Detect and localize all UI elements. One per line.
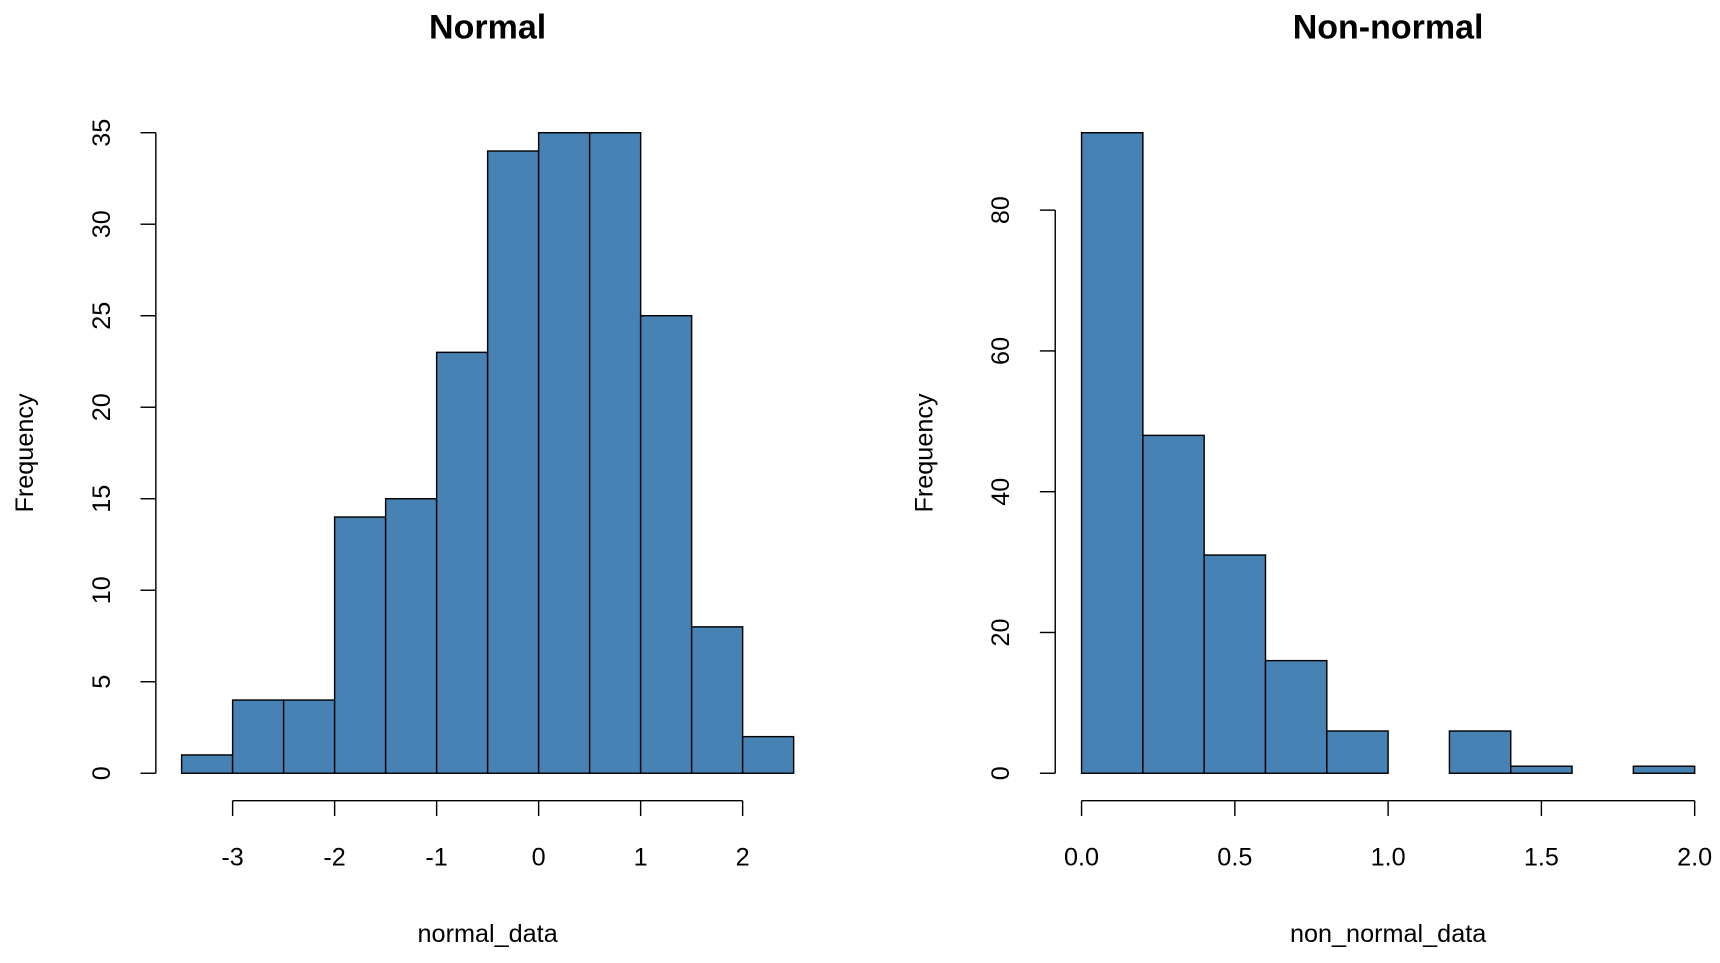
- y-axis-title: Frequency: [11, 393, 39, 513]
- y-axis-title: Frequency: [910, 393, 938, 513]
- histogram-bar: [639, 315, 693, 774]
- histogram-bar: [1142, 434, 1205, 774]
- histogram-bar: [1326, 730, 1389, 774]
- y-tick-label: 80: [987, 196, 1015, 224]
- y-tick-label: 25: [88, 302, 116, 330]
- y-tick-label: 0: [88, 766, 116, 780]
- x-tick-label: 1.5: [1524, 843, 1559, 871]
- histogram-bar: [486, 150, 540, 774]
- chart-title: Normal: [429, 9, 546, 47]
- x-axis-title: normal_data: [418, 920, 559, 948]
- x-tick-label: 2: [736, 843, 750, 871]
- x-tick-label: 1: [634, 843, 648, 871]
- histogram-bar: [588, 132, 642, 774]
- histogram-bar: [741, 735, 795, 774]
- y-tick-label: 20: [88, 393, 116, 421]
- histogram-bar: [180, 754, 234, 774]
- x-tick-label: -2: [323, 843, 345, 871]
- histogram-bar: [1632, 765, 1696, 774]
- chart-title: Non-normal: [1293, 9, 1484, 47]
- histogram-bar: [282, 699, 336, 774]
- y-tick-label: 30: [88, 210, 116, 238]
- y-tick-label: 35: [88, 119, 116, 147]
- histogram-bar: [1080, 132, 1144, 774]
- y-tick-label: 15: [88, 485, 116, 513]
- histogram-bar: [1264, 659, 1328, 774]
- x-axis-title: non_normal_data: [1290, 920, 1487, 948]
- x-tick-label: 1.0: [1371, 843, 1406, 871]
- y-tick-label: 0: [987, 766, 1015, 780]
- histogram-bar: [1448, 730, 1512, 774]
- y-tick-label: 20: [987, 618, 1015, 646]
- y-tick-label: 10: [88, 576, 116, 604]
- x-tick-label: -1: [425, 843, 447, 871]
- x-tick-label: -3: [221, 843, 243, 871]
- x-tick-label: 0.0: [1064, 843, 1099, 871]
- y-tick-label: 5: [88, 675, 116, 689]
- histogram-bar: [435, 351, 489, 774]
- x-tick-label: 0.5: [1217, 843, 1252, 871]
- histogram-bar: [384, 498, 438, 774]
- histogram-bar: [537, 132, 591, 774]
- histogram-bar: [231, 699, 285, 774]
- y-tick-label: 60: [987, 337, 1015, 365]
- histogram-bar: [1510, 765, 1573, 774]
- histogram-bar: [333, 516, 387, 774]
- y-tick-label: 40: [987, 478, 1015, 506]
- x-tick-label: 2.0: [1677, 843, 1712, 871]
- histogram-bar: [1203, 554, 1267, 774]
- histogram-bar: [690, 626, 744, 774]
- x-tick-label: 0: [532, 843, 546, 871]
